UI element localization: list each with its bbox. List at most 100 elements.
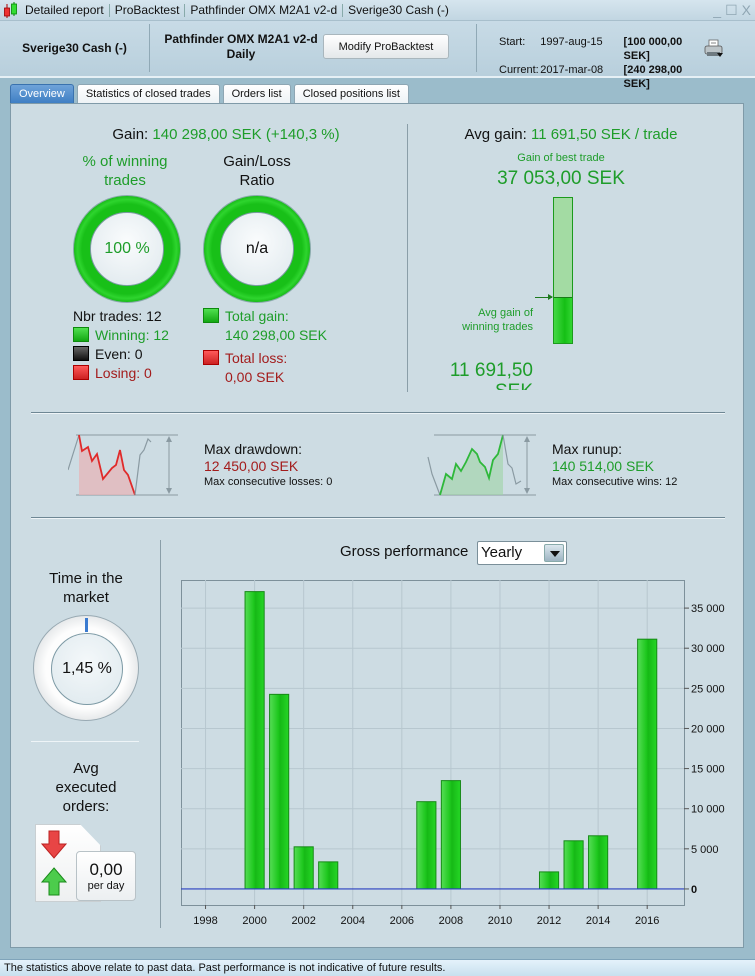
winning-pct: 100 %	[90, 212, 164, 286]
y-tick-label: 10 000	[691, 804, 725, 816]
section-divider	[407, 124, 408, 392]
breadcrumb-detailed-report[interactable]: Detailed report	[20, 3, 110, 17]
close-button[interactable]: X	[741, 2, 751, 18]
app-logo-icon	[2, 1, 20, 19]
disclaimer-footer: The statistics above relate to past data…	[0, 959, 755, 976]
start-label: Start:	[499, 36, 526, 48]
x-tick-label: 2010	[488, 915, 512, 927]
time-in-market-title: Time in the market	[31, 569, 141, 607]
time-title-line1: Time in the	[49, 570, 123, 587]
x-tick-label: 1998	[193, 915, 217, 927]
breadcrumb-strategy[interactable]: Pathfinder OMX M2A1 v2-d	[185, 3, 344, 17]
y-tick-label: 20 000	[691, 723, 725, 735]
current-capital: [240 298,00 SEK]	[623, 64, 683, 90]
bar-2014	[588, 835, 609, 890]
minimize-button[interactable]: _	[713, 2, 722, 18]
current-label: Current:	[499, 64, 539, 76]
max-runup-value: 140 514,00 SEK	[552, 458, 654, 474]
total-loss-label: Total loss:	[225, 350, 288, 366]
ratio-title-line2: Ratio	[239, 172, 275, 189]
breadcrumb-instrument[interactable]: Sverige30 Cash (-)	[348, 2, 449, 17]
max-consecutive-wins: Max consecutive wins: 12	[552, 476, 678, 488]
x-tick-label: 2016	[635, 915, 659, 927]
aeo-title-line1: Avg	[73, 760, 99, 777]
x-tick-label: 2004	[341, 915, 365, 927]
runup-sparkline-icon	[426, 432, 538, 498]
tab-statistics-closed-trades[interactable]: Statistics of closed trades	[76, 84, 220, 103]
backtest-dates: Start: 1997-aug-15 [100 000,00 SEK] Curr…	[476, 24, 706, 90]
avg-winning-value: 11 691,50 SEK	[436, 360, 533, 390]
max-drawdown-value: 12 450,00 SEK	[204, 458, 299, 474]
strategy-info: Pathfinder OMX M2A1 v2-d Daily	[151, 24, 331, 72]
bar-2012	[538, 871, 560, 890]
avg-gain-fill	[554, 297, 572, 343]
aeo-title-line3: orders:	[62, 798, 110, 815]
tab-closed-positions-list[interactable]: Closed positions list	[293, 84, 409, 103]
report-header: Sverige30 Cash (-) Pathfinder OMX M2A1 v…	[0, 21, 755, 90]
avg-winning-label: Avg gain of winning trades	[451, 306, 533, 334]
max-runup-block: Max runup: 140 514,00 SEK Max consecutiv…	[552, 441, 677, 489]
gain-value: 140 298,00 SEK (+140,3 %)	[152, 126, 340, 143]
losing-count: Losing: 0	[95, 365, 152, 381]
report-tabs: Overview Statistics of closed trades Ord…	[10, 84, 409, 103]
bar-2001	[269, 693, 290, 890]
max-drawdown-block: Max drawdown: 12 450,00 SEK Max consecut…	[204, 441, 332, 489]
ratio-value: n/a	[220, 212, 294, 286]
title-bar: Detailed report ProBacktest Pathfinder O…	[0, 0, 755, 21]
even-swatch-icon	[73, 346, 89, 361]
winning-trades-title: % of winning trades	[69, 152, 181, 190]
period-select[interactable]: Yearly	[477, 541, 567, 565]
printer-icon[interactable]	[703, 39, 725, 59]
avg-executed-orders-title: Avg executed orders:	[31, 759, 141, 816]
aeo-title-line2: executed	[55, 779, 117, 796]
winning-title-line2: trades	[104, 172, 146, 189]
bar-2008	[440, 780, 461, 890]
total-gain-value: 140 298,00 SEK	[225, 327, 327, 343]
horizontal-divider	[31, 741, 139, 742]
avg-winning-amount: 11 691,50	[449, 360, 533, 381]
x-tick-label: 2000	[242, 915, 266, 927]
total-gain-summary: Gain: 140 298,00 SEK (+140,3 %)	[81, 126, 371, 143]
gain-label: Gain:	[112, 126, 149, 143]
period-select-value: Yearly	[481, 544, 523, 561]
gain-loss-legend: Total gain: 140 298,00 SEK Total loss: 0…	[203, 307, 327, 387]
winning-trades-gauge: 100 %	[73, 195, 181, 303]
chevron-down-icon[interactable]	[544, 544, 564, 562]
time-title-line2: market	[63, 589, 109, 606]
time-in-market-value: 1,45 %	[51, 633, 123, 705]
breadcrumb-probacktest[interactable]: ProBacktest	[110, 3, 186, 17]
winning-swatch-icon	[73, 327, 89, 342]
avg-vs-best-meter	[553, 197, 573, 344]
modify-probacktest-button[interactable]: Modify ProBacktest	[323, 34, 449, 59]
arrow-right-icon	[535, 294, 553, 300]
tab-overview[interactable]: Overview	[10, 84, 74, 103]
best-trade-value: 37 053,00 SEK	[497, 168, 625, 189]
avg-winning-label-line2: winning trades	[462, 321, 533, 333]
gross-performance-chart: 0 5 000 10 000 15 000 20 000 25 000 30 000 35 0…	[181, 580, 725, 927]
avg-orders-per-day: 0,00 per day	[76, 851, 136, 901]
y-tick-label: 5 000	[691, 844, 719, 856]
trade-count-legend: Nbr trades: 12 Winning: 12 Even: 0 Losin…	[73, 307, 169, 383]
overview-panel: Gain: 140 298,00 SEK (+140,3 %) % of win…	[10, 103, 744, 948]
y-tick-label: 0	[691, 884, 697, 896]
even-count: Even: 0	[95, 346, 143, 362]
y-tick-label: 25 000	[691, 683, 725, 695]
tab-orders-list[interactable]: Orders list	[222, 84, 291, 103]
bar-2000	[244, 591, 265, 890]
time-in-market-marker	[85, 618, 88, 632]
max-drawdown-label: Max drawdown:	[204, 441, 303, 457]
horizontal-divider	[31, 517, 725, 519]
winning-title-line1: % of winning	[82, 153, 168, 170]
strategy-name: Pathfinder OMX M2A1 v2-d	[164, 32, 318, 46]
sell-buy-arrows-icon	[41, 830, 68, 896]
avg-winning-label-line1: Avg gain of	[478, 307, 533, 319]
x-tick-label: 2002	[291, 915, 315, 927]
max-runup-label: Max runup:	[552, 441, 623, 457]
total-gain-label: Total gain:	[225, 308, 289, 324]
current-date: 2017-mar-08	[540, 64, 604, 76]
drawdown-sparkline-icon	[67, 432, 180, 498]
x-tick-label: 2006	[390, 915, 414, 927]
maximize-button[interactable]: ☐	[725, 2, 738, 18]
avg-orders-value: 0,00	[89, 860, 123, 879]
y-tick-label: 15 000	[691, 764, 725, 776]
